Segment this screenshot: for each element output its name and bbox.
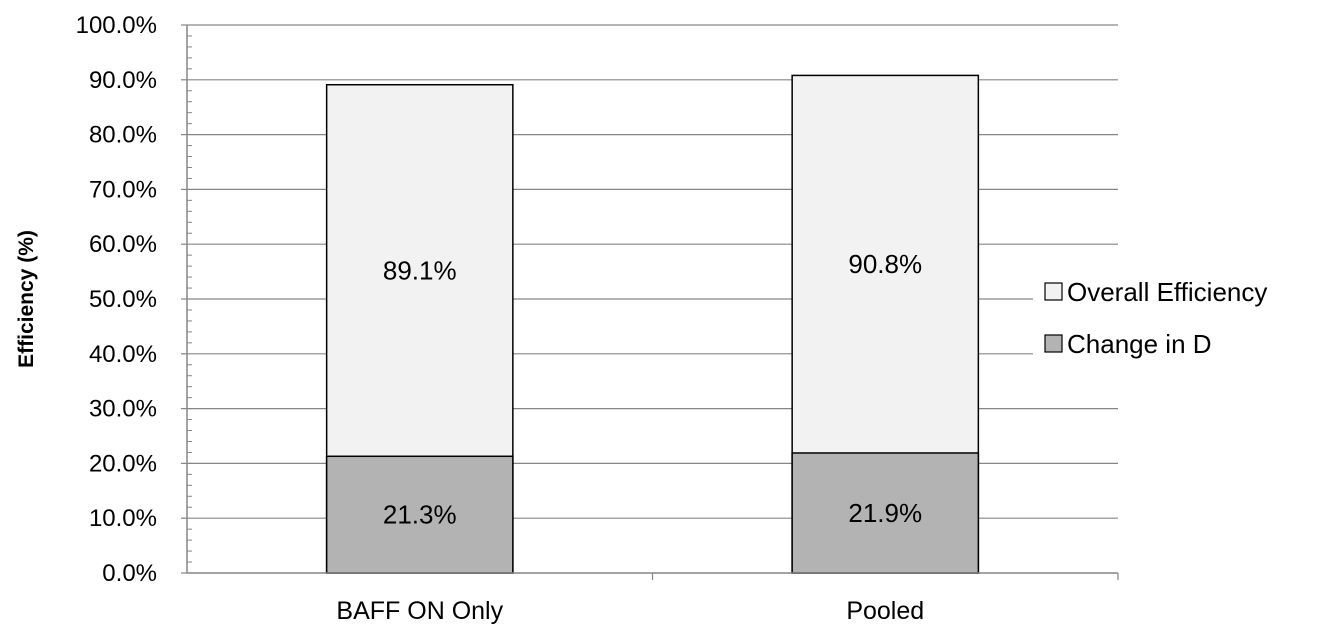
axes (181, 24, 1119, 580)
y-tick-label: 50.0% (89, 286, 157, 313)
y-tick-labels: 0.0% 10.0% 20.0% 30.0% 40.0% 50.0% 60.0% 70.0% 8… (76, 12, 157, 587)
bar-change-in-d (791, 452, 980, 574)
x-category-labels: BAFF ON Only Pooled (336, 597, 924, 625)
legend-swatch (1044, 334, 1063, 353)
data-labels: 89.1% 21.3% 90.8% 21.9% (383, 249, 922, 529)
legend-swatch (1044, 282, 1063, 301)
legend-label: Overall Efficiency (1067, 277, 1267, 307)
data-label-change-in-d: 21.9% (848, 498, 922, 528)
y-tick-label: 0.0% (102, 560, 157, 587)
legend: Overall Efficiency Change in D (1033, 266, 1315, 364)
y-tick-label: 30.0% (89, 396, 157, 423)
bar-change-in-d (325, 455, 514, 574)
y-tick-label: 10.0% (89, 505, 157, 532)
x-category-label: Pooled (846, 597, 924, 625)
y-tick-label: 80.0% (89, 122, 157, 149)
y-tick-label: 60.0% (89, 231, 157, 258)
data-label-overall-efficiency: 89.1% (383, 256, 457, 286)
y-tick-label: 90.0% (89, 67, 157, 94)
x-category-label: BAFF ON Only (336, 597, 503, 625)
legend-label: Change in D (1067, 329, 1212, 359)
y-tick-label: 20.0% (89, 450, 157, 477)
y-axis-title: Efficiency (%) (15, 230, 38, 368)
y-tick-label: 100.0% (76, 12, 157, 39)
y-tick-label: 70.0% (89, 176, 157, 203)
data-label-overall-efficiency: 90.8% (848, 249, 922, 279)
y-tick-label: 40.0% (89, 341, 157, 368)
data-label-change-in-d: 21.3% (383, 500, 457, 530)
legend-background (1033, 266, 1315, 364)
